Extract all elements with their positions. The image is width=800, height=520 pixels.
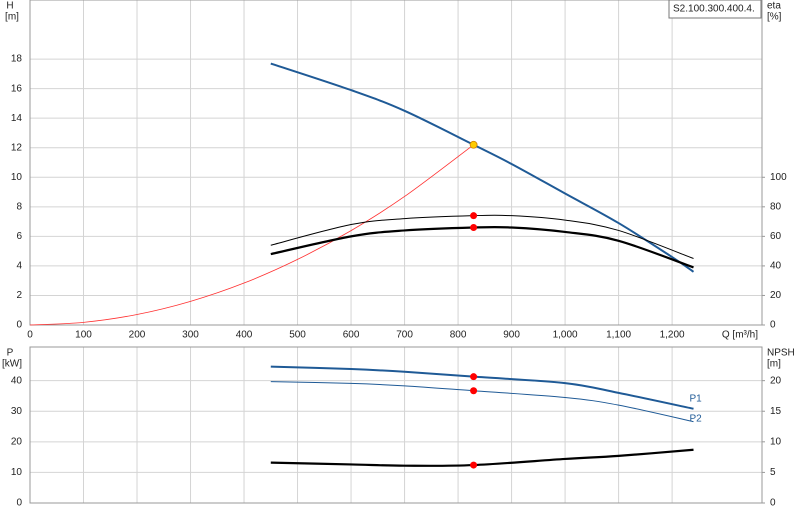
y2-tick-label: 0 [770, 498, 776, 509]
y-tick-label: 6 [16, 231, 22, 242]
y-tick-label: 40 [11, 375, 23, 386]
y2-axis-label: eta [767, 1, 781, 12]
curve-label: P1 [690, 393, 703, 404]
operating-point [470, 387, 478, 395]
x-tick-label: 0 [27, 330, 33, 341]
y2-tick-label: 20 [770, 290, 782, 301]
y2-tick-label: 40 [770, 261, 782, 272]
operating-point [470, 461, 478, 469]
curve [29, 144, 474, 326]
x-tick-label: 400 [236, 330, 253, 341]
x-tick-label: 300 [182, 330, 199, 341]
y-tick-label: 12 [11, 142, 23, 153]
y-tick-label: 0 [16, 320, 22, 331]
y2-axis-unit: [%] [767, 12, 782, 23]
y-tick-label: 4 [16, 261, 22, 272]
y2-tick-label: 0 [770, 320, 776, 331]
y2-tick-label: 60 [770, 231, 782, 242]
y-axis-unit: [kW] [2, 359, 22, 370]
y-axis-label: H [6, 1, 13, 12]
curve-id-clip: S2.100.300.400.4. [673, 4, 755, 15]
y2-tick-label: 100 [770, 172, 787, 183]
y-axis-label: P [7, 348, 14, 359]
operating-point [470, 224, 478, 231]
y-tick-label: 8 [16, 201, 22, 212]
curve [270, 214, 694, 259]
y-tick-label: 2 [16, 290, 22, 301]
x-tick-label: 1,000 [553, 330, 578, 341]
y-tick-label: 18 [11, 54, 23, 65]
x-axis-label: Q [m³/h] [722, 330, 758, 341]
plot-area [29, 346, 763, 504]
x-tick-label: 600 [343, 330, 360, 341]
x-tick-label: 700 [396, 330, 413, 341]
x-tick-label: 100 [75, 330, 92, 341]
y2-tick-label: 80 [770, 201, 782, 212]
y2-axis-label: NPSH [767, 348, 795, 359]
x-tick-label: 1,200 [660, 330, 685, 341]
y-tick-label: 10 [11, 467, 23, 478]
curve [270, 225, 694, 269]
x-tick-label: 900 [503, 330, 520, 341]
y2-tick-label: 5 [770, 467, 776, 478]
y-tick-label: 16 [11, 83, 23, 94]
curve-id: S2.100.300.400.4. [673, 4, 755, 15]
y2-tick-label: 10 [770, 436, 782, 447]
curve-label: P2 [690, 413, 703, 424]
y-tick-label: 20 [11, 436, 23, 447]
x-tick-label: 800 [450, 330, 467, 341]
y-tick-label: 30 [11, 406, 23, 417]
y-tick-label: 0 [16, 498, 22, 509]
y2-tick-label: 20 [770, 375, 782, 386]
y2-axis-unit: [m] [767, 359, 781, 370]
plot-area [29, 0, 763, 326]
x-tick-label: 500 [289, 330, 306, 341]
operating-point [470, 212, 478, 220]
y-axis-unit: [m] [5, 12, 19, 23]
x-tick-label: 1,100 [606, 330, 631, 341]
plot-border [29, 0, 763, 326]
y-tick-label: 10 [11, 172, 23, 183]
y-tick-label: 14 [11, 113, 23, 124]
y2-tick-label: 15 [770, 406, 782, 417]
operating-point [470, 373, 478, 381]
x-tick-label: 200 [129, 330, 146, 341]
curve-id-box [668, 0, 762, 19]
plot-border [29, 346, 763, 504]
curve [270, 62, 695, 273]
operating-point [469, 140, 478, 149]
